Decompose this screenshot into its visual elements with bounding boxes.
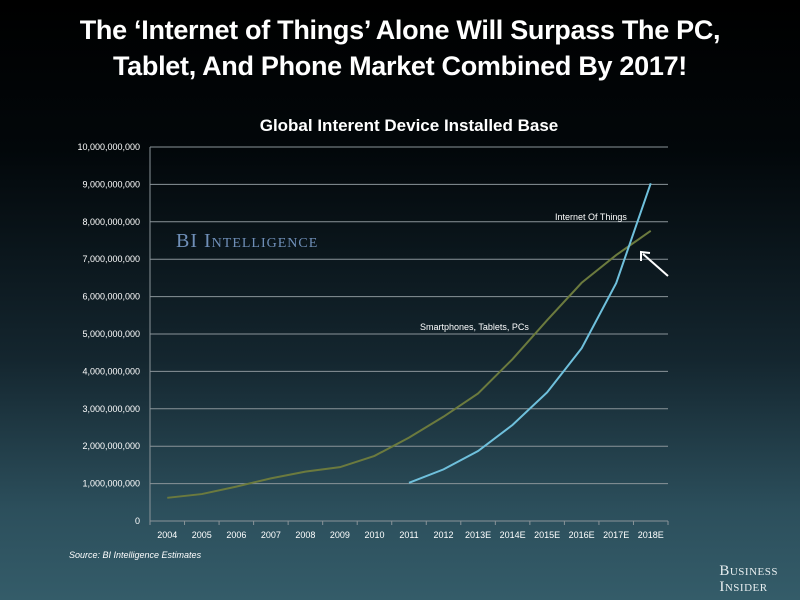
chart-title: Global Interent Device Installed Base bbox=[259, 116, 559, 135]
x-tick-label: 2004 bbox=[157, 530, 177, 540]
y-tick-label: 8,000,000,000 bbox=[82, 217, 140, 227]
y-tick-label: 4,000,000,000 bbox=[82, 366, 140, 376]
annotation-arrow-head bbox=[640, 250, 651, 261]
x-tick-label: 2010 bbox=[364, 530, 384, 540]
x-tick-label: 2009 bbox=[330, 530, 350, 540]
x-tick-label: 2005 bbox=[192, 530, 212, 540]
y-tick-label: 9,000,000,000 bbox=[82, 179, 140, 189]
headline: The ‘Internet of Things’ Alone Will Surp… bbox=[0, 12, 800, 84]
series-label-iot: Internet Of Things bbox=[555, 212, 627, 222]
y-tick-label: 1,000,000,000 bbox=[82, 479, 140, 489]
y-tick-label: 7,000,000,000 bbox=[82, 254, 140, 264]
y-tick-label: 0 bbox=[135, 516, 140, 526]
logo-line-1: Business bbox=[719, 563, 778, 579]
x-tick-label: 2006 bbox=[226, 530, 246, 540]
series-label-devices: Smartphones, Tablets, PCs bbox=[420, 322, 529, 332]
x-tick-label: 2014E bbox=[500, 530, 526, 540]
series-line-devices bbox=[167, 229, 652, 499]
y-tick-label: 2,000,000,000 bbox=[82, 441, 140, 451]
x-tick-label: 2018E bbox=[638, 530, 664, 540]
x-tick-label: 2008 bbox=[295, 530, 315, 540]
source-note: Source: BI Intelligence Estimates bbox=[69, 550, 202, 560]
y-tick-label: 3,000,000,000 bbox=[82, 404, 140, 414]
business-insider-logo: Business Insider bbox=[719, 563, 778, 595]
series-line-iot bbox=[408, 182, 652, 484]
logo-line-2: Insider bbox=[719, 579, 768, 595]
headline-line-2: Tablet, And Phone Market Combined By 201… bbox=[112, 51, 687, 81]
y-tick-label: 10,000,000,000 bbox=[77, 142, 140, 152]
x-tick-label: 2007 bbox=[261, 530, 281, 540]
x-tick-label: 2011 bbox=[399, 530, 418, 540]
x-tick-label: 2015E bbox=[534, 530, 560, 540]
x-tick-label: 2013E bbox=[465, 530, 491, 540]
y-tick-label: 6,000,000,000 bbox=[82, 292, 140, 302]
annotation-arrow bbox=[642, 253, 669, 277]
x-tick-label: 2012 bbox=[434, 530, 454, 540]
y-tick-label: 5,000,000,000 bbox=[82, 329, 140, 339]
x-tick-label: 2017E bbox=[603, 530, 629, 540]
headline-line-1: The ‘Internet of Things’ Alone Will Surp… bbox=[79, 15, 721, 45]
bi-intelligence-watermark: BI Intelligence bbox=[176, 230, 319, 252]
x-tick-label: 2016E bbox=[569, 530, 595, 540]
